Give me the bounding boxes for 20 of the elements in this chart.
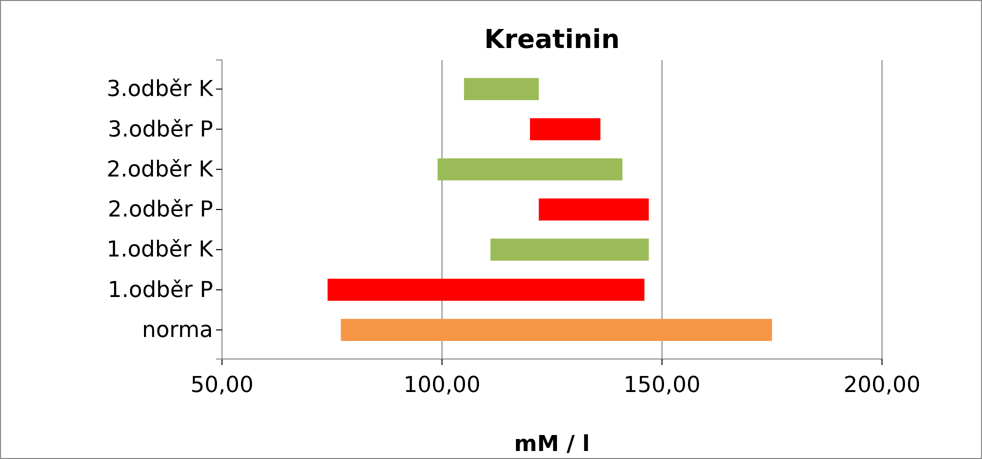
y-tick-label: 2.odběr P bbox=[108, 198, 213, 223]
x-tick-label: 150,00 bbox=[624, 373, 700, 398]
bar bbox=[340, 318, 772, 341]
chart-title: Kreatinin bbox=[484, 25, 620, 55]
y-tick-label: norma bbox=[142, 318, 213, 343]
x-tick-label: 50,00 bbox=[190, 373, 254, 398]
bar bbox=[530, 118, 600, 140]
bar bbox=[328, 278, 644, 301]
y-tick-label: 2.odběr K bbox=[106, 157, 214, 182]
bar bbox=[464, 78, 539, 100]
y-tick-label: 3.odběr K bbox=[106, 77, 214, 102]
bar bbox=[538, 198, 649, 221]
y-tick-label: 1.odběr P bbox=[108, 278, 213, 303]
y-tick-label: 1.odběr K bbox=[106, 238, 214, 263]
x-tick-label: 100,00 bbox=[404, 373, 480, 398]
bar bbox=[438, 158, 622, 180]
x-tick-label: 200,00 bbox=[844, 373, 920, 398]
x-axis-title: mM / l bbox=[514, 432, 590, 457]
y-tick-label: 3.odběr P bbox=[108, 117, 213, 142]
bar bbox=[490, 238, 649, 261]
